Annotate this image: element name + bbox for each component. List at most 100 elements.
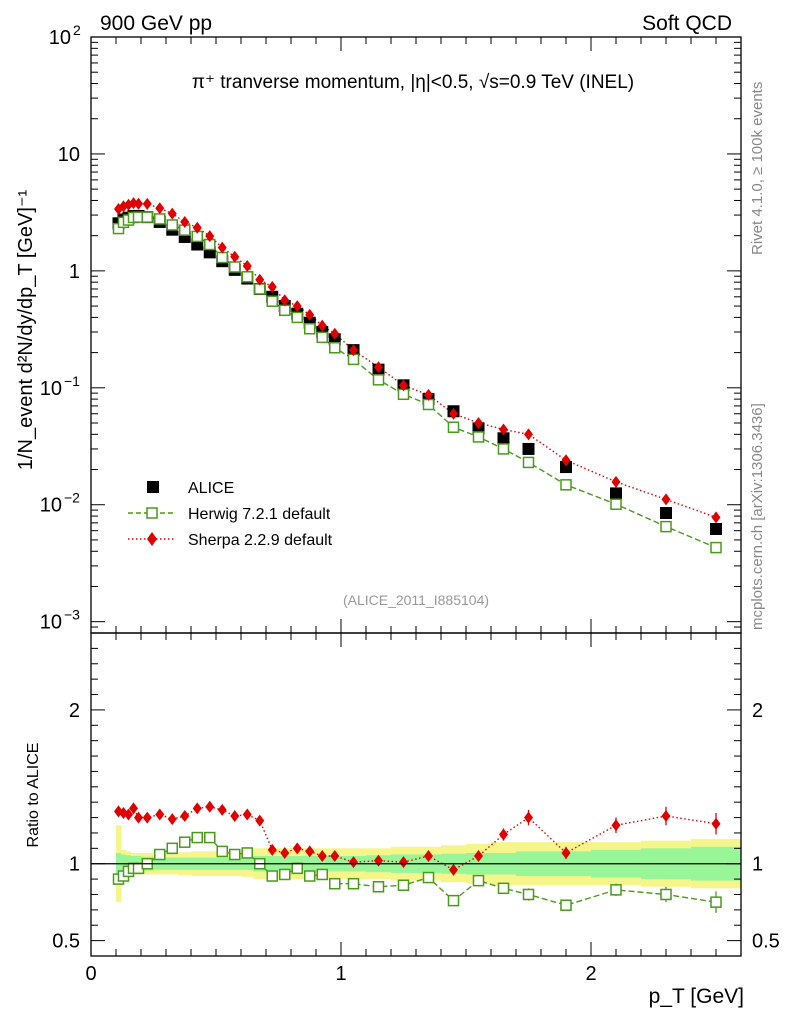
herwig-ratio-point	[497, 882, 510, 895]
ratio-y-tick-label: 0.5	[52, 931, 80, 953]
herwig-point	[166, 219, 178, 231]
herwig-ratio-point	[304, 870, 316, 882]
sherpa-ratio-point	[399, 856, 408, 869]
sherpa-point	[561, 454, 571, 467]
herwig-ratio-point	[447, 894, 460, 907]
sherpa-ratio-point	[474, 850, 483, 863]
sherpa-point	[499, 423, 508, 436]
herwig-ratio-point	[472, 874, 485, 887]
analysis-tag: (ALICE_2011_I885104)	[343, 592, 489, 608]
main-y-tick-exponent: −1	[64, 373, 80, 389]
sherpa-point	[155, 202, 165, 215]
herwig-point	[372, 374, 385, 386]
x-axis-label: p_T [GeV]	[649, 985, 744, 1008]
herwig-point	[304, 322, 316, 335]
sherpa-point	[317, 319, 327, 332]
sherpa-point	[217, 241, 227, 254]
herwig-point	[422, 398, 435, 411]
herwig-point	[291, 311, 303, 324]
sherpa-point	[134, 197, 143, 210]
herwig-point	[229, 261, 241, 273]
herwig-ratio-point	[291, 862, 303, 875]
alice-point	[560, 461, 572, 474]
sherpa-ratio-point	[349, 856, 358, 869]
main-y-tick-label: 10	[40, 378, 62, 400]
herwig-point	[472, 431, 485, 443]
main-y-tick-exponent: −2	[64, 490, 80, 506]
herwig-point	[497, 443, 510, 455]
herwig-ratio-point	[241, 847, 253, 859]
herwig-point	[447, 421, 460, 433]
alice-point	[522, 442, 535, 455]
sherpa-ratio-point	[711, 817, 721, 830]
herwig-ratio-point	[372, 881, 385, 893]
herwig-ratio-point	[710, 896, 722, 908]
sherpa-ratio-point	[242, 808, 252, 821]
sherpa-point	[524, 428, 533, 441]
x-tick-label: 1	[335, 963, 346, 985]
sherpa-point	[192, 221, 202, 234]
ratio-y-tick-label-right: 2	[752, 700, 763, 722]
main-y-tick-label: 10	[40, 612, 62, 634]
herwig-point	[710, 541, 722, 554]
sherpa-point	[305, 308, 315, 321]
herwig-ratio-point	[610, 884, 622, 896]
herwig-ratio-point	[191, 831, 203, 844]
main-y-axis-label: 1/N_event d²N/dy/dp_T [GeV]⁻¹	[15, 190, 37, 471]
sherpa-ratio-point	[305, 845, 315, 858]
sherpa-point	[711, 511, 721, 524]
herwig-point	[329, 342, 341, 354]
sherpa-point	[611, 475, 621, 488]
herwig-ratio-point	[422, 871, 435, 884]
herwig-ratio-point	[216, 845, 228, 858]
sherpa-point	[474, 417, 483, 430]
sherpa-point	[280, 294, 290, 307]
ratio-y-tick-label-right: 0.5	[752, 931, 780, 953]
herwig-ratio-point	[316, 868, 328, 881]
sherpa-ratio-point	[255, 814, 265, 827]
herwig-ratio-point	[204, 831, 216, 844]
herwig-ratio-point	[279, 868, 291, 881]
main-y-tick-label: 10	[40, 495, 62, 517]
main-y-tick-label: 1	[69, 261, 80, 283]
sherpa-ratio-point	[661, 810, 671, 823]
sherpa-ratio-point	[292, 842, 302, 855]
sherpa-ratio-point	[424, 850, 433, 863]
legend-sherpa-marker	[147, 532, 157, 546]
sherpa-point	[142, 197, 152, 210]
energy-label: 900 GeV pp	[100, 12, 212, 35]
legend-herwig-marker	[146, 507, 158, 519]
herwig-ratio-point	[329, 877, 341, 890]
herwig-line	[117, 216, 717, 549]
legend-alice-label: ALICE	[188, 480, 234, 497]
sherpa-point	[267, 280, 277, 293]
herwig-ratio-point	[347, 877, 360, 890]
sherpa-ratio-point	[129, 802, 138, 815]
sherpa-ratio-point	[561, 846, 571, 859]
sherpa-point	[255, 273, 265, 286]
sherpa-ratio-point	[167, 813, 177, 826]
sherpa-point	[242, 260, 252, 273]
ratio-y-tick-label: 2	[69, 700, 80, 722]
herwig-ratio-point	[266, 870, 278, 882]
alice-point	[660, 506, 672, 519]
sherpa-ratio-point	[205, 800, 215, 813]
herwig-point	[241, 271, 253, 283]
sherpa-point	[167, 207, 177, 220]
main-y-tick-exponent: −3	[64, 607, 80, 623]
herwig-point	[522, 456, 535, 469]
sherpa-ratio-point	[124, 808, 133, 821]
sherpa-ratio-point	[142, 811, 152, 824]
herwig-ratio-point	[560, 899, 572, 911]
plot-title: π⁺ tranverse momentum, |η|<0.5, √s=0.9 T…	[192, 72, 634, 93]
sherpa-point	[230, 250, 240, 263]
sherpa-ratio-point	[230, 810, 240, 823]
sherpa-ratio-point	[317, 850, 327, 863]
mcplots-label: mcplots.cern.ch [arXiv:1306.3436]	[749, 403, 766, 630]
sherpa-point	[292, 300, 302, 313]
sherpa-ratio-point	[611, 819, 621, 832]
alice-point	[610, 487, 622, 500]
herwig-point	[266, 295, 278, 307]
process-label: Soft QCD	[642, 12, 732, 35]
sherpa-point	[374, 361, 383, 374]
